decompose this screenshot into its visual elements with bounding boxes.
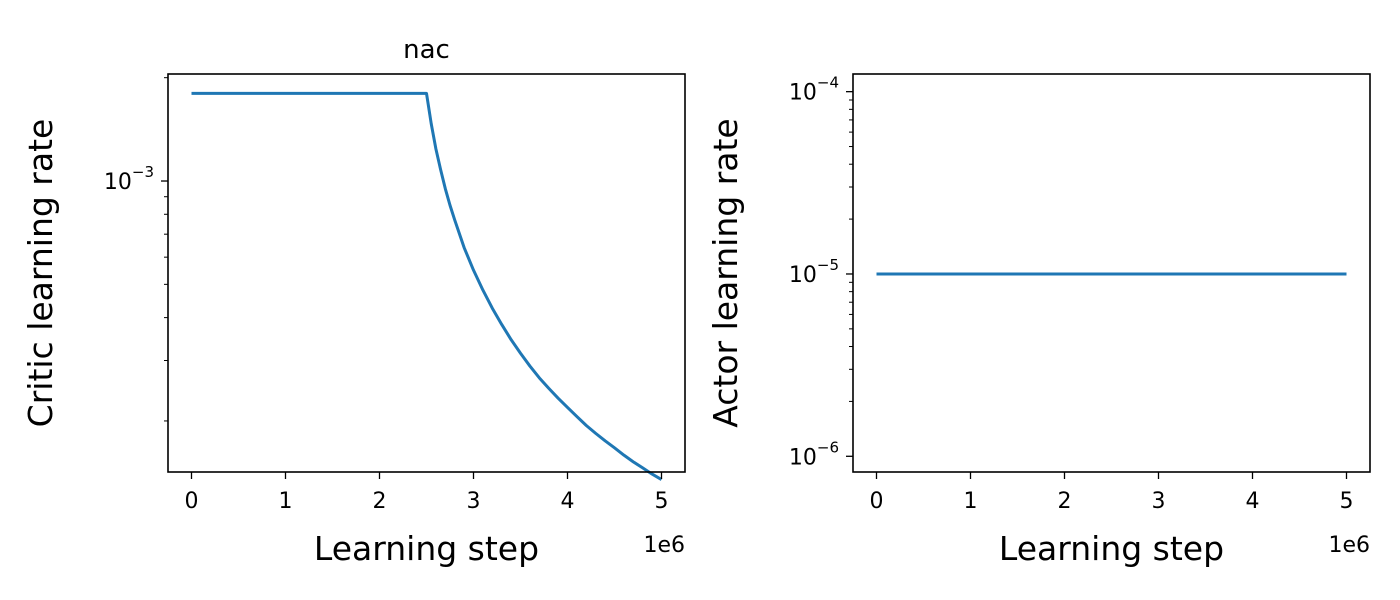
x-tick-label: 1: [964, 489, 978, 514]
axes-frame: [167, 73, 686, 473]
y-tick-exponent: −6: [817, 438, 839, 456]
x-offset-label: 1e6: [643, 533, 685, 558]
y-tick-base: 10: [104, 170, 132, 195]
y-tick-base: 10: [789, 81, 817, 106]
x-tick-label: 4: [561, 489, 575, 514]
x-axis-label: Learning step: [314, 529, 539, 568]
x-tick-label: 3: [1152, 489, 1166, 514]
x-tick-label: 4: [1246, 489, 1260, 514]
x-tick-label: 5: [1340, 489, 1354, 514]
y-tick-label: 10−3: [104, 163, 154, 195]
x-tick-label: 2: [373, 489, 387, 514]
chart-title: nac: [403, 35, 450, 65]
x-tick-label: 3: [467, 489, 481, 514]
y-tick-exponent: −5: [817, 256, 839, 274]
y-tick-label: 10−4: [789, 74, 839, 106]
x-tick-label: 0: [870, 489, 884, 514]
x-axis-label: Learning step: [999, 529, 1224, 568]
series-line: [191, 91, 663, 481]
x-tick-label: 2: [1058, 489, 1072, 514]
y-tick-exponent: −3: [132, 163, 154, 181]
y-tick-base: 10: [789, 263, 817, 288]
axes-frame: [852, 73, 1371, 473]
y-axis-label: Actor learning rate: [706, 118, 745, 427]
critic-lr-panel: 0 1 2 3 4 5 10−3 Learning step Critic learning r…: [21, 35, 686, 568]
y-tick-label: 10−5: [789, 256, 839, 288]
y-tick-exponent: −4: [817, 74, 839, 92]
x-offset-label: 1e6: [1328, 533, 1370, 558]
x-tick-label: 5: [655, 489, 669, 514]
x-tick-label: 0: [185, 489, 199, 514]
x-tick-label: 1: [279, 489, 293, 514]
y-tick-base: 10: [789, 445, 817, 470]
y-axis-label: Critic learning rate: [21, 119, 60, 428]
y-tick-label: 10−6: [789, 438, 839, 470]
